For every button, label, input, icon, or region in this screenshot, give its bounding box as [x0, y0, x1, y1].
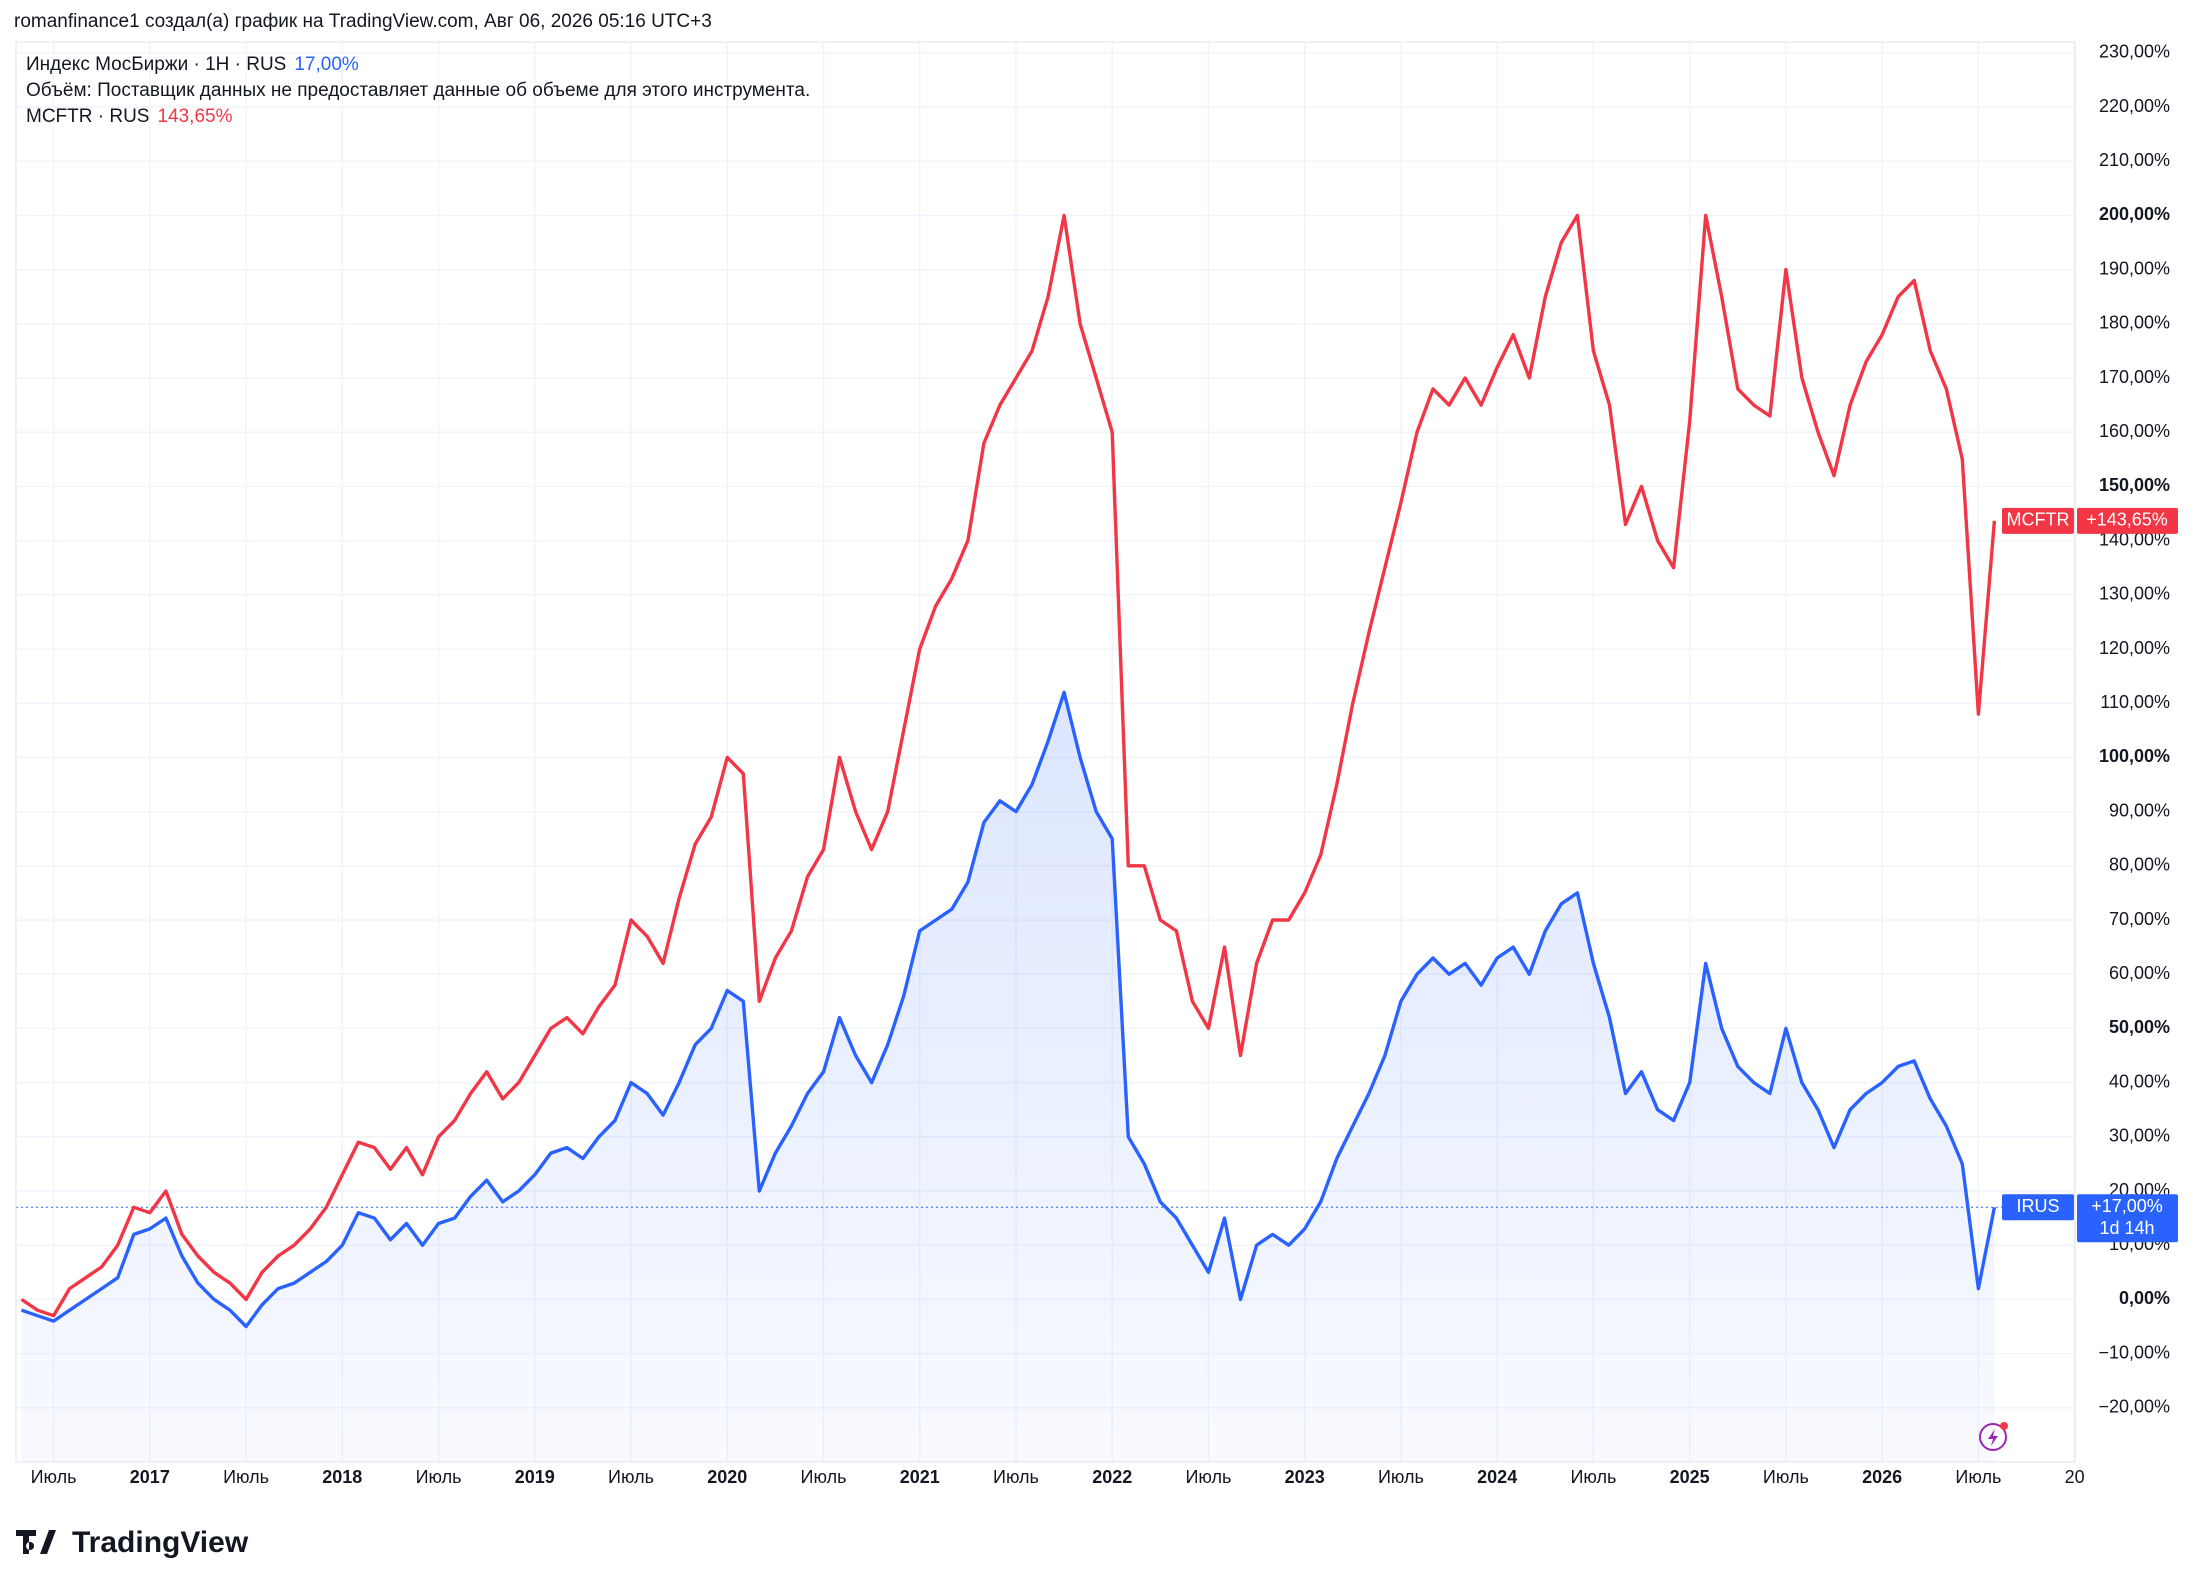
y-tick-label: −20,00%: [2098, 1397, 2170, 1417]
y-tick-label: 110,00%: [2100, 692, 2170, 712]
legend-line: MCFTR · RUS 143,65%: [26, 106, 233, 127]
x-tick-label: Июль: [1570, 1467, 1616, 1487]
icon-ring: [1979, 1423, 2007, 1451]
x-tick-label: Июль: [223, 1467, 269, 1487]
x-tick-label: 2024: [1477, 1467, 1517, 1487]
name-tag-label: MCFTR: [2007, 510, 2070, 530]
y-tick-label: 230,00%: [2099, 42, 2170, 62]
logo-icon: [16, 1530, 56, 1554]
alert-icon: [1979, 1422, 2008, 1451]
y-tick-label: 50,00%: [2109, 1017, 2170, 1037]
x-tick-label: 20: [2065, 1467, 2085, 1487]
x-tick-label: 2020: [707, 1467, 747, 1487]
y-tick-label: 0,00%: [2119, 1288, 2170, 1308]
area: [21, 692, 1995, 1462]
y-tick-label: −10,00%: [2098, 1342, 2170, 1362]
x-tick-label: Июль: [416, 1467, 462, 1487]
y-tick-label: 40,00%: [2109, 1071, 2170, 1091]
x-tick-label: Июль: [801, 1467, 847, 1487]
line: [20, 690, 1997, 1329]
legend-name: Индекс МосБиржи · 1Н · RUS: [26, 54, 286, 75]
name-tag: [2002, 1194, 2074, 1221]
x-tick-label: 2025: [1670, 1467, 1710, 1487]
axes: −20,00%−10,00%0,00%10,00%20,00%30,00%40,…: [31, 42, 2178, 1487]
icon-bolt: [1988, 1429, 1998, 1446]
icon-dot: [2000, 1422, 2008, 1430]
x-tick-label: Июль: [1955, 1467, 2001, 1487]
y-tick-label: 180,00%: [2099, 313, 2170, 333]
y-tick-label: 100,00%: [2099, 746, 2170, 766]
y-tick-label: 90,00%: [2109, 800, 2170, 820]
y-tick-label: 120,00%: [2099, 638, 2170, 658]
credit: romanfinance1 создал(а) график на Tradin…: [14, 11, 712, 32]
plot: [16, 213, 2075, 1462]
legend-name: MCFTR · RUS: [26, 106, 149, 127]
legend-value: 143,65%: [157, 106, 232, 127]
x-tick-label: 2019: [515, 1467, 555, 1487]
y-tick-label: 200,00%: [2099, 204, 2170, 224]
x-tick-label: Июль: [608, 1467, 654, 1487]
x-tick-label: 2022: [1092, 1467, 1132, 1487]
y-tick-label: 150,00%: [2099, 475, 2170, 495]
x-tick-label: 2017: [130, 1467, 170, 1487]
price-tag-label: +17,00%: [2091, 1196, 2163, 1216]
y-tick-label: 80,00%: [2109, 855, 2170, 875]
x-tick-label: 2018: [322, 1467, 362, 1487]
y-tick-label: 190,00%: [2099, 258, 2170, 278]
y-tick-label: 160,00%: [2099, 421, 2170, 441]
countdown: 1d 14h: [2099, 1218, 2154, 1238]
logo-text: TradingView: [72, 1526, 249, 1559]
y-tick-label: 70,00%: [2109, 909, 2170, 929]
legend-value: 17,00%: [294, 54, 359, 75]
y-tick-label: 170,00%: [2099, 367, 2170, 387]
price-tag: [2077, 1194, 2178, 1243]
y-tick-label: 30,00%: [2109, 1126, 2170, 1146]
y-tick-label: 60,00%: [2109, 963, 2170, 983]
y-tick-label: 210,00%: [2099, 150, 2170, 170]
y-tick-label: 140,00%: [2099, 529, 2170, 549]
y-tick-label: 130,00%: [2099, 584, 2170, 604]
x-tick-label: 2021: [900, 1467, 940, 1487]
x-tick-label: Июль: [993, 1467, 1039, 1487]
price-tag-label: +143,65%: [2086, 510, 2168, 530]
x-tick-label: 2026: [1862, 1467, 1902, 1487]
y-tick-label: 220,00%: [2099, 96, 2170, 116]
x-tick-label: Июль: [1378, 1467, 1424, 1487]
name-tag-label: IRUS: [2016, 1196, 2059, 1216]
legend-line: Объём: Поставщик данных не предоставляет…: [26, 80, 810, 101]
x-tick-label: 2023: [1285, 1467, 1325, 1487]
name-tag: [2002, 507, 2074, 534]
legend-line: Индекс МосБиржи · 1Н · RUS 17,00%: [26, 54, 359, 75]
price-tag: [2077, 507, 2178, 534]
plot-frame: [15, 41, 2076, 1463]
logo: TradingView: [16, 1526, 249, 1559]
line: [20, 213, 1997, 1318]
x-tick-label: Июль: [31, 1467, 77, 1487]
x-tick-label: Июль: [1763, 1467, 1809, 1487]
x-tick-label: Июль: [1185, 1467, 1231, 1487]
